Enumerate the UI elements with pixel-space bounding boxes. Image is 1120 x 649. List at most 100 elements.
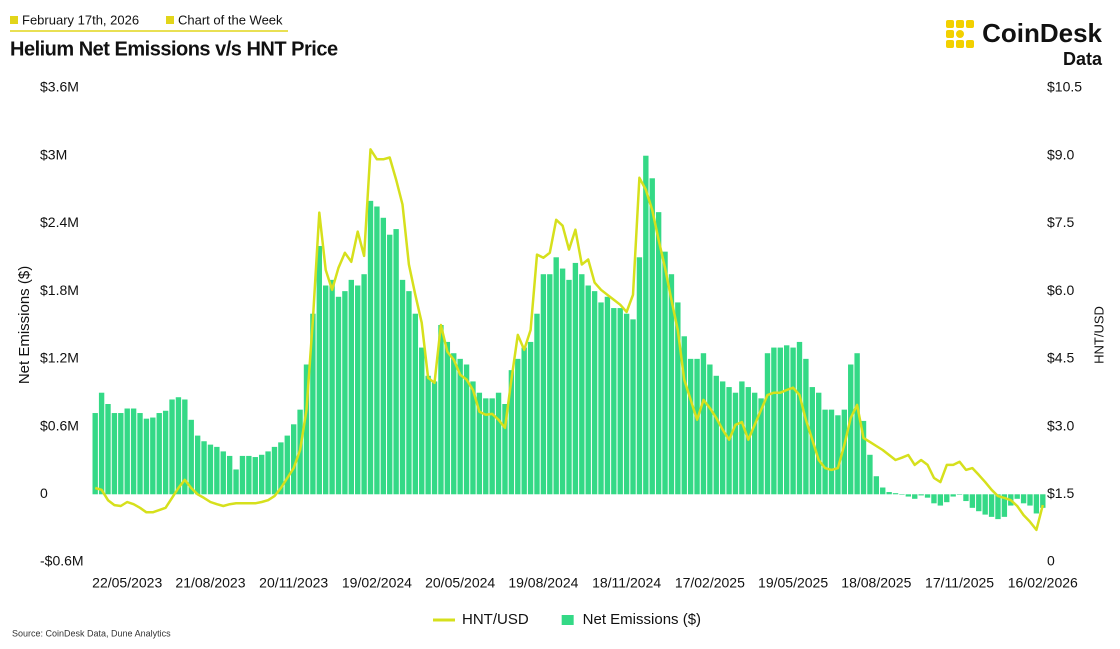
bar [489, 398, 495, 495]
bar [559, 268, 566, 495]
bar [329, 279, 335, 495]
bar [508, 370, 515, 495]
bar [944, 494, 950, 503]
bar [700, 353, 707, 495]
bar [553, 257, 559, 495]
bar [719, 381, 726, 495]
x-tick-label: 21/08/2023 [175, 575, 245, 591]
x-tick-label: 20/05/2024 [425, 575, 495, 591]
x-tick-label: 17/02/2025 [675, 575, 745, 591]
source: Source: CoinDesk Data, Dune Analytics [12, 628, 171, 638]
bar [220, 451, 226, 495]
bar [387, 234, 393, 495]
bar [310, 313, 316, 495]
bar [342, 291, 348, 495]
bar [201, 441, 207, 495]
bar [150, 417, 156, 495]
bar [265, 451, 271, 495]
y-tick-label: 0 [40, 485, 48, 501]
bar [431, 381, 438, 495]
bar [303, 364, 310, 495]
bar [515, 358, 521, 495]
bar [1001, 494, 1008, 517]
bar [598, 302, 604, 495]
bar [457, 358, 463, 495]
bar [284, 435, 290, 495]
bar [937, 494, 944, 506]
date: February 17th, 2026 [22, 12, 139, 27]
bar [226, 455, 233, 495]
bar [495, 392, 502, 495]
bar [630, 319, 636, 495]
bar [463, 364, 470, 495]
bar [425, 375, 431, 495]
bar [1040, 494, 1046, 508]
bar [175, 397, 182, 495]
bar [758, 398, 764, 495]
y2-tick-label: $1.5 [1047, 485, 1074, 501]
bar [118, 413, 124, 495]
bar [547, 274, 553, 495]
bar [848, 364, 854, 495]
bar [207, 444, 214, 495]
bar [732, 392, 739, 495]
bar [924, 494, 931, 498]
bar [540, 274, 547, 495]
bar [194, 435, 201, 495]
bar [784, 345, 790, 495]
bar [406, 291, 412, 495]
y2-tick-label: 0 [1047, 553, 1055, 569]
bar [643, 155, 649, 495]
y2-tick-label: $6.0 [1047, 282, 1074, 298]
y-tick-label: $1.2M [40, 350, 79, 366]
y2-axis-title: HNT/USD [1091, 306, 1106, 364]
date-marker [10, 16, 18, 24]
y-tick-label: -$0.6M [40, 553, 84, 569]
bar [668, 274, 675, 495]
y-tick-label: $1.8M [40, 282, 79, 298]
bar [982, 494, 988, 515]
bar [348, 279, 354, 495]
legend-swatch [561, 615, 574, 625]
bar [816, 392, 822, 495]
logo-icon [946, 20, 974, 48]
bar [111, 413, 118, 495]
bar [828, 409, 835, 495]
bar [566, 279, 572, 495]
bar [374, 206, 380, 495]
bar [393, 229, 399, 495]
bar [931, 494, 937, 504]
bar [841, 409, 848, 495]
bar [873, 476, 880, 495]
y-tick-label: $3.6M [40, 79, 79, 95]
y2-tick-label: $4.5 [1047, 350, 1074, 366]
bar [521, 347, 527, 495]
bar [617, 308, 623, 495]
bar [476, 392, 483, 495]
line [94, 148, 1045, 532]
bar [950, 494, 956, 497]
bar [867, 454, 873, 495]
bar [777, 347, 783, 495]
bar [988, 494, 995, 517]
bar [1033, 494, 1040, 514]
y2-tick-label: $9.0 [1047, 146, 1074, 162]
bar [188, 419, 194, 495]
bar [707, 364, 713, 495]
bar [969, 494, 976, 508]
x-tick-label: 16/02/2026 [1008, 575, 1078, 591]
bar [764, 353, 771, 495]
chart-title: Helium Net Emissions v/s HNT Price [10, 38, 338, 60]
bar [892, 493, 899, 495]
bar [246, 455, 252, 495]
bar [687, 358, 694, 495]
tag-marker [166, 16, 174, 24]
bar [963, 494, 969, 502]
bar [822, 409, 828, 495]
bar [316, 246, 322, 495]
y-tick-label: $3M [40, 146, 67, 162]
bar [239, 455, 246, 495]
bar [591, 291, 598, 495]
bar [899, 494, 905, 495]
bar [662, 251, 668, 495]
